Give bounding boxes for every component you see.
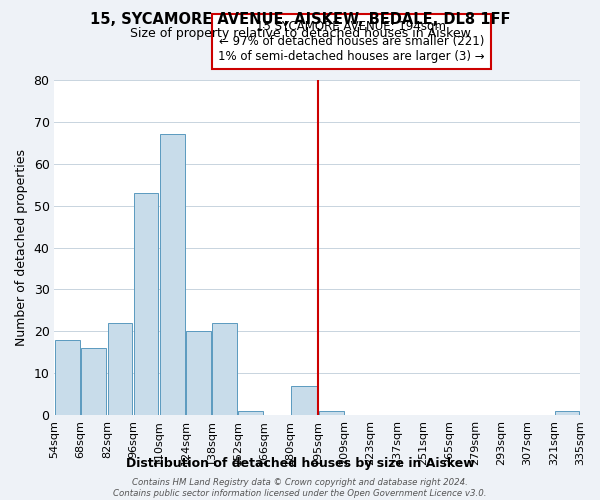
Bar [238, 411, 263, 415]
Bar [319, 411, 344, 415]
Bar [107, 323, 132, 415]
Bar [212, 323, 237, 415]
Bar [82, 348, 106, 415]
Bar [160, 134, 185, 415]
Bar [134, 193, 158, 415]
Bar [55, 340, 80, 415]
Text: 15 SYCAMORE AVENUE: 194sqm
← 97% of detached houses are smaller (221)
1% of semi: 15 SYCAMORE AVENUE: 194sqm ← 97% of deta… [218, 20, 485, 63]
Text: 15, SYCAMORE AVENUE, AISKEW, BEDALE, DL8 1FF: 15, SYCAMORE AVENUE, AISKEW, BEDALE, DL8… [90, 12, 510, 28]
Bar [186, 332, 211, 415]
Bar [554, 411, 579, 415]
Bar [291, 386, 317, 415]
Text: Distribution of detached houses by size in Aiskew: Distribution of detached houses by size … [125, 457, 475, 470]
Y-axis label: Number of detached properties: Number of detached properties [15, 149, 28, 346]
Text: Contains HM Land Registry data © Crown copyright and database right 2024.
Contai: Contains HM Land Registry data © Crown c… [113, 478, 487, 498]
Text: Size of property relative to detached houses in Aiskew: Size of property relative to detached ho… [130, 28, 470, 40]
